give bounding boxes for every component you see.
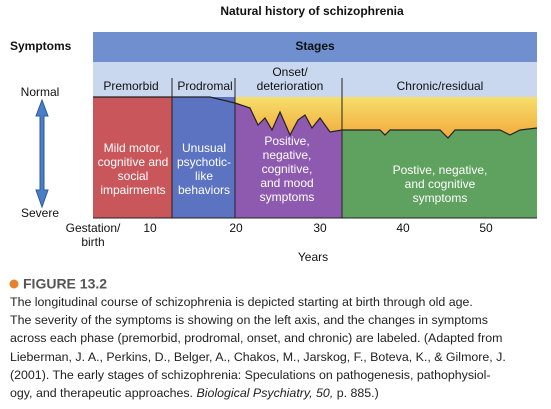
phase-description: like <box>195 169 213 183</box>
phase-label: deterioration <box>257 79 324 93</box>
phase-description: negative, <box>263 148 312 162</box>
phase-description: Postive, negative, <box>393 163 488 177</box>
caption-line: ogy, and therapeutic approaches. Biologi… <box>10 384 550 402</box>
y-axis-title: Symptoms <box>10 39 72 53</box>
phase-label: Chronic/residual <box>397 79 484 93</box>
x-tick-label: 40 <box>396 221 410 235</box>
caption-line: The longitudinal course of schizophrenia… <box>10 295 473 309</box>
phase-description: impairments <box>100 183 165 197</box>
caption-line: (2001). The early stages of schizophreni… <box>10 367 491 382</box>
phase-description: symptoms <box>413 191 468 205</box>
phase-description: behaviors <box>178 183 230 197</box>
symptom-gap <box>210 97 537 138</box>
x-tick-label: Gestation/ <box>66 221 121 235</box>
x-tick-label: 20 <box>229 221 243 235</box>
onset-region <box>235 103 342 218</box>
caption: The longitudinal course of schizophrenia… <box>10 293 550 402</box>
phase-description: and cognitive <box>405 177 476 191</box>
chronic-region <box>342 128 537 218</box>
severity-arrow <box>35 98 49 209</box>
figure-bullet <box>9 279 19 289</box>
symptom-line <box>93 96 538 139</box>
caption-text: ogy, and therapeutic approaches. <box>10 386 197 401</box>
phase-description: symptoms <box>260 190 315 204</box>
phase-description: Mild motor, <box>104 141 163 155</box>
phase-label: Onset/ <box>272 65 308 79</box>
stages-header <box>93 32 537 62</box>
y-top-label: Normal <box>21 85 60 99</box>
title: Natural history of schizophrenia <box>220 4 404 18</box>
phase-label: Prodromal <box>177 79 232 93</box>
caption-text: p. 885.) <box>333 386 379 401</box>
prodromal-box <box>172 97 235 218</box>
phase-description: Unusual <box>182 141 226 155</box>
diagram: Natural history of schizophrenia Symptom… <box>9 4 538 290</box>
phase-description: Positive, <box>264 134 309 148</box>
x-tick-label: birth <box>81 235 104 249</box>
caption-text: Biological Psychiatry, 50, <box>196 386 334 401</box>
caption-line: Lieberman, J. A., Perkins, D., Belger, A… <box>10 349 506 364</box>
phase-description: social <box>118 169 149 183</box>
x-tick-label: 50 <box>479 221 493 235</box>
phase-description: cognitive, <box>262 162 313 176</box>
y-bottom-label: Severe <box>21 206 59 220</box>
caption-line: across each phase (premorbid, prodromal,… <box>10 331 503 346</box>
x-axis-title: Years <box>298 250 328 264</box>
phase-description: and mood <box>260 176 313 190</box>
figure-label: FIGURE 13.2 <box>23 276 107 290</box>
phase-description: cognitive and <box>98 155 169 169</box>
caption-line: The severity of the symptoms is showing … <box>10 313 488 328</box>
stages-title: Stages <box>295 39 335 53</box>
x-tick-label: 10 <box>143 221 157 235</box>
phase-description: psychotic- <box>177 155 231 169</box>
dividers <box>171 78 343 218</box>
x-tick-label: 30 <box>313 221 327 235</box>
premorbid-box <box>93 97 172 218</box>
phase-label: Premorbid <box>103 79 158 93</box>
